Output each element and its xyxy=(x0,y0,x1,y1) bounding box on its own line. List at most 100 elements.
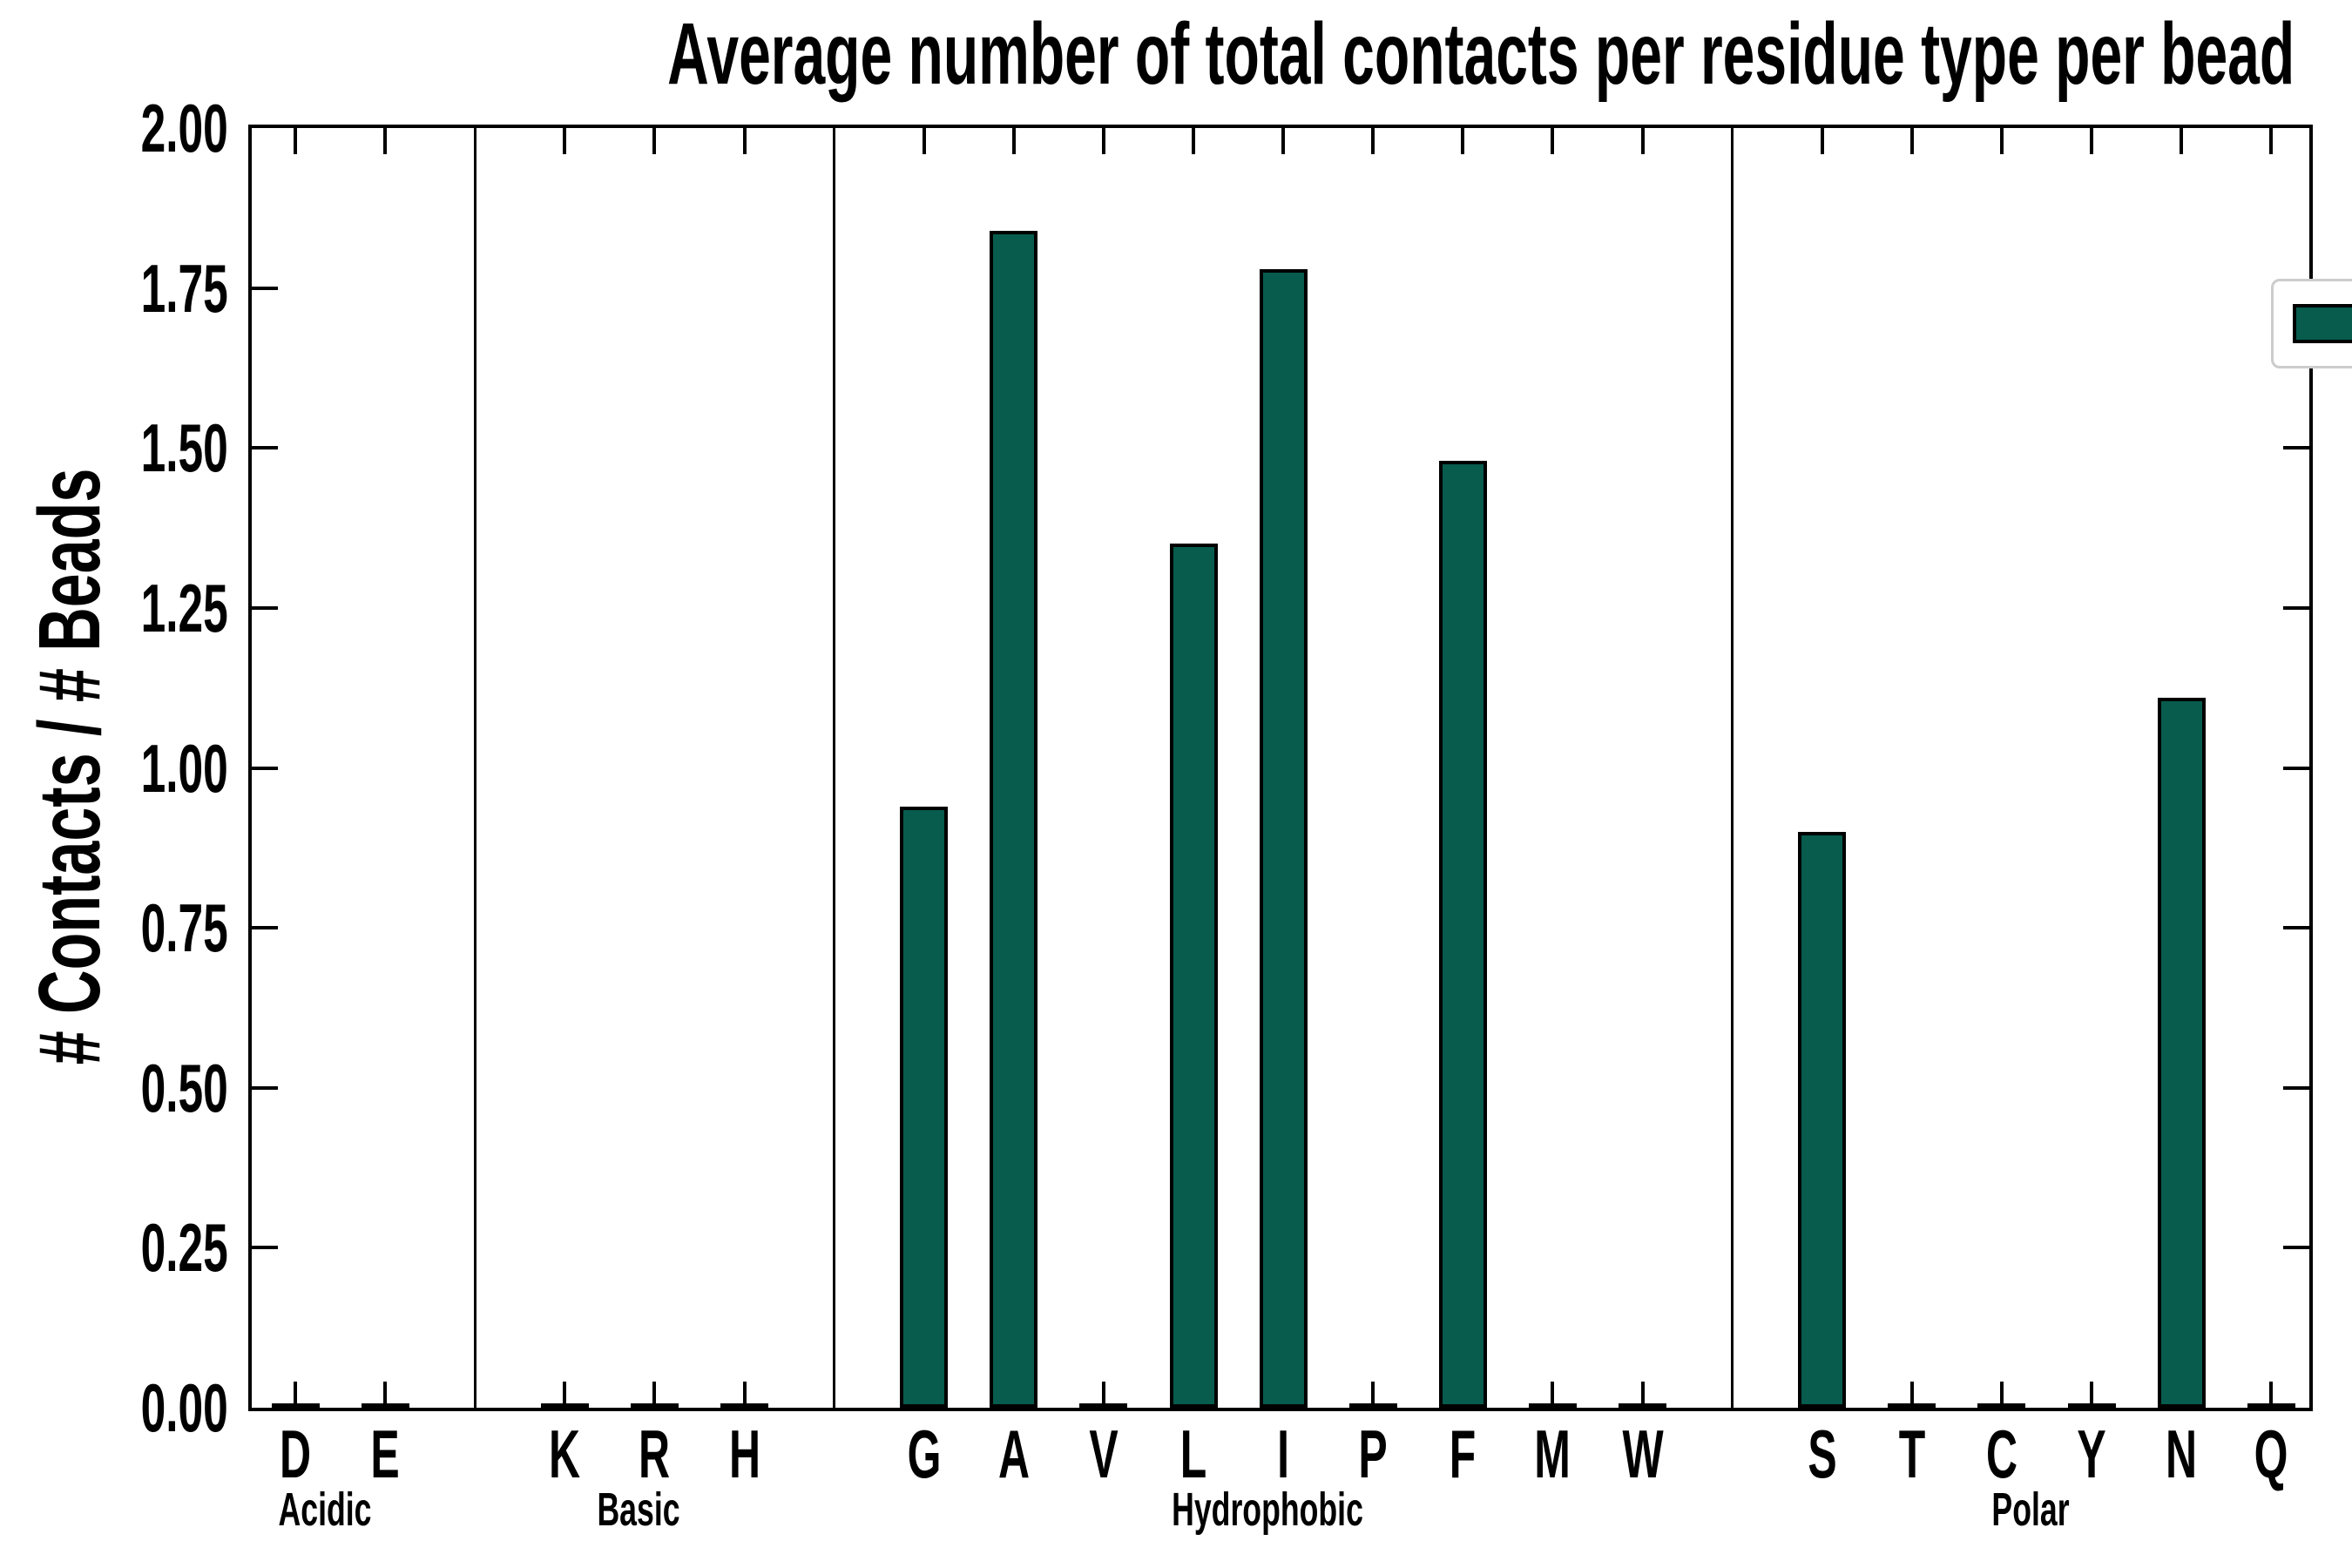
y-tick-1.50-right xyxy=(2283,446,2309,450)
bar-Y xyxy=(2067,1403,2116,1408)
x-tick-label-W: W xyxy=(1621,1416,1664,1492)
bar-C xyxy=(1977,1403,2026,1408)
x-tick-W-bottom xyxy=(1640,1382,1645,1408)
x-tick-E-bottom xyxy=(383,1382,388,1408)
y-tick-label-1.25: 1.25 xyxy=(140,569,228,646)
x-tick-T-top xyxy=(1909,128,1914,154)
x-tick-H-bottom xyxy=(742,1382,747,1408)
legend-swatch-popc xyxy=(2293,304,2352,343)
group-separator-0 xyxy=(473,128,476,1408)
x-tick-M-bottom xyxy=(1551,1382,1555,1408)
x-tick-K-top xyxy=(563,128,567,154)
x-tick-L-top xyxy=(1192,128,1195,154)
y-tick-label-1.75: 1.75 xyxy=(140,249,228,327)
x-tick-P-bottom xyxy=(1371,1382,1375,1408)
y-tick-label-1.00: 1.00 xyxy=(140,729,228,807)
x-tick-R-bottom xyxy=(652,1382,657,1408)
y-tick-label-0.50: 0.50 xyxy=(140,1049,228,1126)
x-tick-S-top xyxy=(1820,128,1824,154)
y-tick-1.00-right xyxy=(2283,766,2309,770)
group-label-basic: Basic xyxy=(597,1484,680,1536)
bar-G xyxy=(900,806,949,1408)
bar-V xyxy=(1079,1403,1128,1408)
x-tick-label-V: V xyxy=(1089,1416,1119,1492)
group-label-polar: Polar xyxy=(1991,1484,2071,1536)
x-tick-label-M: M xyxy=(1534,1416,1571,1492)
group-separator-2 xyxy=(1731,128,1734,1408)
y-tick-0.50-left xyxy=(252,1085,278,1090)
y-tick-label-1.50: 1.50 xyxy=(140,409,228,487)
x-tick-label-Q: Q xyxy=(2254,1416,2288,1492)
x-tick-label-N: N xyxy=(2166,1416,2198,1492)
x-tick-D-top xyxy=(294,128,297,154)
bar-K xyxy=(540,1403,589,1408)
x-tick-W-top xyxy=(1640,128,1645,154)
y-tick-1.25-right xyxy=(2283,605,2309,610)
bar-I xyxy=(1259,268,1308,1408)
bar-W xyxy=(1619,1403,1666,1408)
x-tick-label-Y: Y xyxy=(2077,1416,2106,1492)
y-tick-label-2.00: 2.00 xyxy=(140,90,228,166)
bar-L xyxy=(1169,544,1218,1408)
x-tick-label-S: S xyxy=(1808,1416,1837,1492)
x-tick-label-E: E xyxy=(370,1416,400,1492)
x-tick-Q-bottom xyxy=(2269,1382,2274,1408)
bar-T xyxy=(1888,1403,1936,1408)
bar-F xyxy=(1438,460,1487,1408)
bar-D xyxy=(271,1403,320,1408)
x-tick-label-L: L xyxy=(1179,1416,1207,1492)
chart-title-text: Average number of total contacts per res… xyxy=(667,5,2295,103)
y-tick-0.75-left xyxy=(252,926,278,930)
x-tick-Q-top xyxy=(2269,128,2274,154)
x-tick-label-K: K xyxy=(549,1416,581,1492)
y-tick-label-0.25: 0.25 xyxy=(140,1209,228,1287)
legend: POPC xyxy=(2271,279,2352,368)
x-tick-E-top xyxy=(383,128,388,154)
x-tick-T-bottom xyxy=(1909,1382,1914,1408)
plot-area: POPC xyxy=(248,125,2352,1411)
bar-R xyxy=(630,1403,679,1408)
y-tick-1.00-left xyxy=(252,766,278,770)
x-tick-label-C: C xyxy=(1985,1416,2017,1492)
x-tick-C-top xyxy=(1999,128,2004,154)
x-tick-label-R: R xyxy=(639,1416,671,1492)
x-tick-F-top xyxy=(1461,128,1465,154)
group-label-acidic: Acidic xyxy=(278,1484,372,1536)
x-tick-Y-top xyxy=(2090,128,2093,154)
bar-A xyxy=(990,230,1038,1408)
x-tick-label-P: P xyxy=(1358,1416,1388,1492)
x-tick-K-bottom xyxy=(563,1382,567,1408)
x-tick-G-top xyxy=(922,128,926,154)
y-tick-0.25-left xyxy=(252,1246,278,1250)
x-tick-H-top xyxy=(742,128,747,154)
group-label-hydrophobic: Hydrophobic xyxy=(1172,1484,1363,1536)
x-tick-label-H: H xyxy=(728,1416,760,1492)
x-tick-label-D: D xyxy=(279,1416,312,1492)
bar-H xyxy=(720,1403,768,1408)
x-tick-label-F: F xyxy=(1450,1416,1477,1492)
x-tick-A-top xyxy=(1011,128,1016,154)
x-tick-P-top xyxy=(1371,128,1375,154)
x-tick-V-bottom xyxy=(1101,1382,1105,1408)
y-tick-label-0.00: 0.00 xyxy=(140,1369,228,1446)
x-tick-C-bottom xyxy=(1999,1382,2004,1408)
bar-M xyxy=(1528,1403,1577,1408)
bar-E xyxy=(361,1403,409,1408)
x-tick-V-top xyxy=(1101,128,1105,154)
y-tick-0.25-right xyxy=(2283,1246,2309,1250)
x-tick-label-G: G xyxy=(907,1416,942,1492)
y-tick-1.50-left xyxy=(252,446,278,450)
x-tick-label-A: A xyxy=(997,1416,1030,1492)
x-tick-N-top xyxy=(2180,128,2184,154)
bar-S xyxy=(1798,831,1847,1408)
bar-N xyxy=(2157,697,2206,1408)
chart-title: Average number of total contacts per res… xyxy=(248,10,2313,98)
y-tick-0.75-right xyxy=(2283,926,2309,930)
bar-Q xyxy=(2247,1403,2295,1408)
x-tick-D-bottom xyxy=(294,1382,297,1408)
x-tick-label-I: I xyxy=(1277,1416,1290,1492)
bar-P xyxy=(1348,1403,1397,1408)
group-separator-1 xyxy=(833,128,836,1408)
y-tick-label-0.75: 0.75 xyxy=(140,889,228,967)
